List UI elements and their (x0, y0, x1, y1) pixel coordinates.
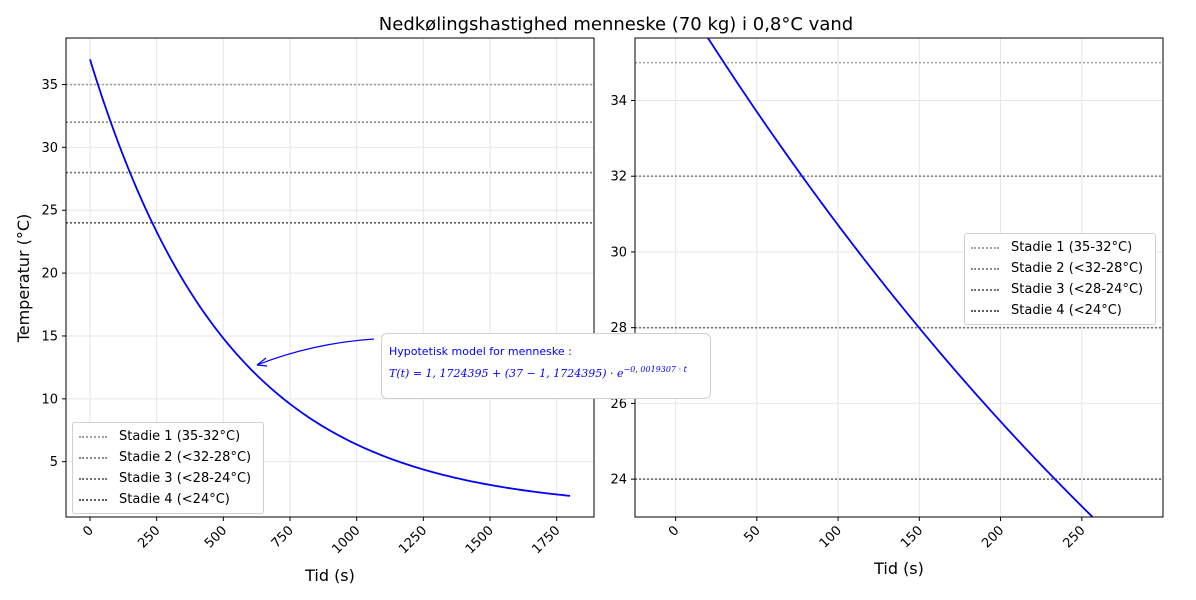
legend-item: Stadie 4 (<24°C) (971, 300, 1149, 321)
legend-item: Stadie 2 (<32-28°C) (971, 258, 1149, 279)
model-annotation-box: Hypotetisk model for menneske : T(t) = 1… (381, 333, 711, 399)
formula-main: T(t) = 1, 1724395 + (37 − 1, 1724395) · … (389, 367, 624, 380)
legend-label: Stadie 2 (<32-28°C) (1011, 261, 1144, 276)
left-x-axis-label: Tid (s) (304, 566, 355, 585)
x-tick-label: 750 (269, 523, 297, 551)
y-tick-label: 10 (41, 392, 58, 407)
legend-item: Stadie 3 (<28-24°C) (971, 279, 1149, 300)
y-tick-label: 25 (41, 204, 58, 219)
figure-title: Nedkølingshastighed menneske (70 kg) i 0… (379, 14, 853, 35)
x-tick-label: 250 (1060, 523, 1088, 551)
x-tick-label: 0 (80, 523, 96, 539)
y-tick-label: 30 (610, 245, 627, 260)
cooling-curve-line (707, 37, 1094, 518)
x-tick-label: 1750 (529, 523, 563, 557)
legend-swatch (971, 288, 999, 291)
y-tick-label: 34 (610, 94, 627, 109)
left-y-axis-label: Temperatur (°C) (14, 214, 33, 344)
right-cooling-curve (707, 37, 1094, 518)
legend-swatch (79, 477, 107, 480)
right-stage-lines (635, 61, 1163, 480)
legend-swatch (79, 435, 107, 438)
legend-swatch (79, 498, 107, 501)
x-tick-label: 150 (898, 523, 926, 551)
legend-item: Stadie 3 (<28-24°C) (79, 468, 257, 489)
left-cooling-curve (89, 59, 571, 497)
legend-label: Stadie 3 (<28-24°C) (119, 471, 252, 486)
legend-label: Stadie 1 (35-32°C) (119, 429, 241, 444)
right-legend: Stadie 1 (35-32°C) Stadie 2 (<32-28°C) S… (964, 233, 1156, 325)
x-tick-label: 1500 (463, 523, 497, 557)
y-tick-label: 5 (50, 455, 58, 470)
annotation-title: Hypotetisk model for menneske : (389, 345, 572, 358)
y-tick-label: 30 (41, 141, 58, 156)
x-tick-label: 1000 (329, 523, 363, 557)
right-x-ticks: 0 50 100 150 200 250 (666, 517, 1089, 551)
x-tick-label: 100 (817, 523, 845, 551)
legend-item: Stadie 1 (35-32°C) (971, 237, 1149, 258)
legend-label: Stadie 4 (<24°C) (119, 492, 230, 507)
x-tick-label: 1250 (396, 523, 430, 557)
legend-item: Stadie 4 (<24°C) (79, 489, 257, 510)
left-stage-lines (66, 83, 594, 224)
right-y-ticks: 24 26 28 30 32 34 (610, 94, 635, 488)
annotation-formula: T(t) = 1, 1724395 + (37 − 1, 1724395) · … (389, 361, 710, 383)
legend-item: Stadie 1 (35-32°C) (79, 426, 257, 447)
x-tick-label: 500 (202, 523, 230, 551)
y-tick-label: 20 (41, 267, 58, 282)
y-tick-label: 35 (41, 78, 58, 93)
x-tick-label: 200 (979, 523, 1007, 551)
left-x-ticks: 0 250 500 750 1000 1250 1500 1750 (80, 517, 563, 557)
left-legend: Stadie 1 (35-32°C) Stadie 2 (<32-28°C) S… (72, 422, 264, 514)
legend-label: Stadie 4 (<24°C) (1011, 303, 1122, 318)
right-chart-panel: 0 50 100 150 200 250 24 26 28 30 32 34 Tid (s) (610, 37, 1164, 578)
y-tick-label: 15 (41, 329, 58, 344)
legend-label: Stadie 3 (<28-24°C) (1011, 282, 1144, 297)
x-tick-label: 0 (666, 523, 682, 539)
y-tick-label: 26 (610, 397, 627, 412)
right-plot-frame (634, 37, 1164, 518)
legend-swatch (79, 456, 107, 459)
formula-exponent: −0, 0019307 · t (623, 365, 687, 374)
x-tick-label: 50 (741, 523, 763, 545)
legend-item: Stadie 2 (<32-28°C) (79, 447, 257, 468)
legend-label: Stadie 2 (<32-28°C) (119, 450, 252, 465)
legend-swatch (971, 246, 999, 249)
left-plot-frame (65, 37, 595, 518)
y-tick-label: 24 (610, 473, 627, 488)
right-x-axis-label: Tid (s) (873, 559, 924, 578)
y-tick-label: 28 (610, 321, 627, 336)
cooling-curve-line (89, 59, 571, 497)
annotation-arrow (256, 338, 375, 366)
annotation-arrowhead (256, 357, 268, 367)
legend-label: Stadie 1 (35-32°C) (1011, 240, 1133, 255)
y-tick-label: 32 (610, 170, 627, 185)
legend-swatch (971, 309, 999, 312)
x-tick-label: 250 (135, 523, 163, 551)
legend-swatch (971, 267, 999, 270)
left-y-ticks: 5 10 15 20 25 30 35 (41, 78, 66, 470)
